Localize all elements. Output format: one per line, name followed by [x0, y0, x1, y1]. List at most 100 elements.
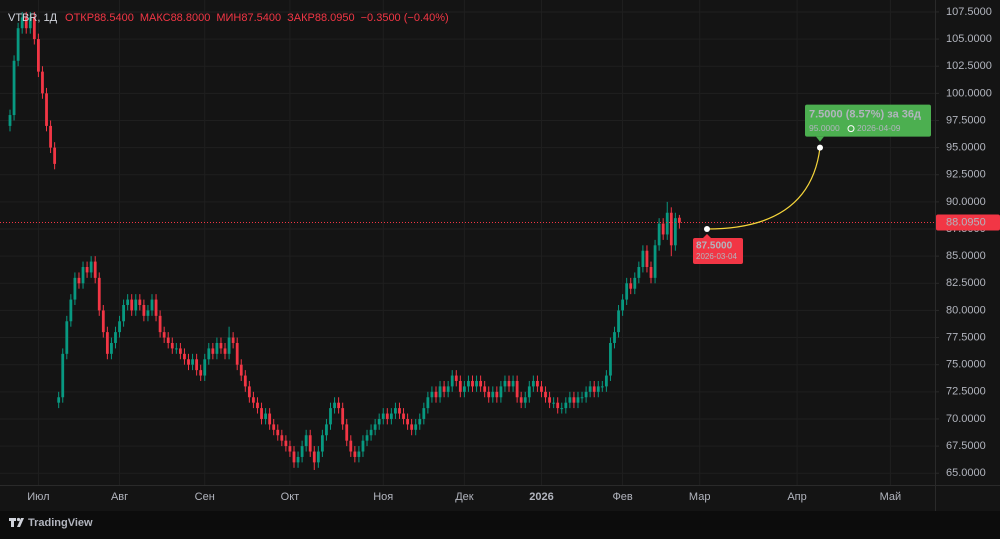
forecast-start-box: [693, 238, 743, 265]
candle-body: [572, 397, 576, 403]
y-tick-label: 65.0000: [946, 467, 986, 479]
candles: [8, 11, 681, 470]
candle-body: [661, 223, 665, 235]
candle-body: [252, 397, 255, 403]
y-tick-label: 72.5000: [946, 386, 986, 398]
legend-value: 88.5400: [94, 12, 134, 24]
candle-body: [122, 304, 125, 322]
candle-body: [20, 17, 24, 29]
candle-body: [325, 424, 328, 436]
candle-body: [154, 299, 158, 316]
candle-body: [93, 261, 97, 278]
x-tick-label: Ноя: [373, 491, 393, 503]
candle-body: [276, 429, 280, 436]
candle-body: [609, 342, 612, 376]
candle-body: [292, 451, 296, 463]
candle-body: [365, 435, 369, 441]
candle-body: [454, 375, 458, 381]
logo-part: [16, 517, 21, 522]
candle-body: [114, 332, 117, 343]
candle-body: [268, 413, 272, 425]
candle-body: [296, 456, 300, 463]
candle-body: [596, 386, 600, 392]
candle-body: [284, 440, 288, 447]
candle-body: [426, 397, 430, 409]
clock-icon: [847, 125, 855, 133]
candle-body: [645, 250, 649, 268]
candle-body: [207, 348, 211, 360]
candle-body: [369, 429, 373, 436]
legend-name: МАКС: [140, 12, 171, 24]
candle-body: [613, 332, 616, 343]
candle-body: [199, 370, 203, 376]
candle-body: [552, 402, 556, 404]
candle-body: [373, 424, 377, 430]
y-tick-label: 100.0000: [946, 87, 992, 99]
candle-body: [580, 397, 584, 399]
candle-body: [511, 380, 515, 387]
forecast-start-point: [704, 226, 710, 233]
candle-body: [243, 375, 247, 387]
candle-body: [174, 348, 178, 350]
candle-body: [146, 310, 150, 316]
candle-body: [385, 413, 389, 419]
candle-body: [288, 446, 292, 452]
candle-body: [600, 386, 604, 388]
candle-body: [65, 321, 69, 354]
candle-body: [53, 147, 57, 164]
candle-body: [637, 267, 641, 278]
candle-body: [300, 446, 304, 457]
candle-body: [410, 424, 414, 430]
candle-body: [89, 261, 93, 273]
x-tick-label: Авг: [111, 491, 128, 503]
candle-body: [211, 348, 215, 354]
candle-body: [41, 71, 44, 94]
candle-body: [81, 267, 85, 284]
candle-body: [353, 451, 357, 457]
candle-body: [97, 277, 101, 311]
forecast-start-pointer: [703, 234, 711, 239]
candle-body: [406, 418, 409, 425]
candle-body: [495, 391, 499, 398]
candle-body: [150, 299, 154, 311]
candle-body: [333, 402, 336, 409]
forecast-start-value: 87.5000: [696, 241, 733, 252]
candle-body: [604, 375, 608, 387]
candle-body: [256, 402, 259, 409]
candle-body: [471, 380, 474, 387]
candle-body: [649, 267, 653, 278]
candle-body: [28, 17, 32, 29]
x-tick-label: 2026: [529, 491, 553, 503]
y-tick-label: 85.0000: [946, 250, 986, 262]
y-tick-label: 77.5000: [946, 331, 986, 343]
legend-name: МИН: [216, 12, 241, 24]
y-tick-label: 95.0000: [946, 142, 986, 154]
candle-body: [442, 386, 446, 392]
candle-body: [8, 115, 12, 126]
candle-body: [219, 342, 223, 349]
candle-body: [592, 386, 596, 392]
legend-name: ЗАКР: [287, 12, 315, 24]
candle-body: [191, 359, 194, 365]
candle-body: [556, 402, 560, 409]
candle-body: [503, 380, 507, 387]
header: VTBR, 1Д ОТКР88.5400 МАКС88.8000 МИН87.5400…: [8, 12, 449, 24]
candle-body: [280, 435, 284, 441]
candle-body: [402, 413, 405, 419]
candle-body: [479, 380, 483, 387]
candle-body: [548, 397, 551, 403]
candle-body: [312, 451, 316, 463]
candle-body: [536, 380, 539, 387]
candle-body: [499, 386, 503, 398]
candle-body: [349, 440, 353, 452]
candle-body: [515, 380, 519, 398]
candle-body: [195, 359, 199, 371]
forecast-change: 7.5000 (8.57%) за 36д: [809, 109, 921, 121]
candle-body: [576, 397, 580, 403]
logo-part: [17, 518, 24, 527]
candle-body: [564, 402, 568, 409]
y-tick-label: 102.5000: [946, 60, 992, 72]
candle-body: [304, 435, 308, 447]
candle-body: [540, 386, 543, 392]
candle-body: [231, 337, 235, 343]
